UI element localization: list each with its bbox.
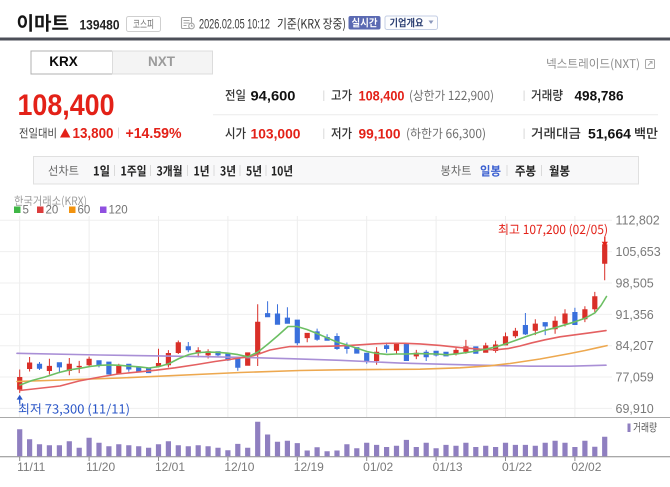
svg-text:01/22: 01/22 [502, 460, 532, 474]
svg-text:KRX: KRX [49, 54, 78, 69]
svg-text:11/11: 11/11 [17, 460, 46, 474]
svg-text:2026.02.05 10:12: 2026.02.05 10:12 [199, 17, 270, 32]
svg-text:12/19: 12/19 [294, 460, 324, 474]
svg-text:139480: 139480 [80, 17, 120, 33]
svg-text:20: 20 [46, 205, 59, 217]
svg-text:120: 120 [109, 205, 128, 217]
svg-text:60: 60 [78, 205, 91, 217]
svg-text:NXT: NXT [148, 54, 176, 69]
svg-text:77,059: 77,059 [616, 370, 654, 384]
svg-text:51,664: 51,664 [588, 126, 631, 142]
svg-text:108,400: 108,400 [359, 88, 405, 104]
svg-text:11/20: 11/20 [86, 460, 115, 474]
svg-text:02/02: 02/02 [571, 460, 601, 474]
svg-text:99,100: 99,100 [359, 126, 401, 142]
svg-text:12/10: 12/10 [224, 460, 254, 474]
svg-text:13,800: 13,800 [73, 126, 114, 142]
svg-text:98,505: 98,505 [616, 276, 654, 290]
svg-text:12/01: 12/01 [155, 460, 185, 474]
svg-text:91,356: 91,356 [616, 308, 654, 322]
svg-text:84,207: 84,207 [616, 339, 654, 353]
svg-text:112,802: 112,802 [616, 214, 660, 228]
svg-text:01/02: 01/02 [363, 460, 393, 474]
svg-text:105,653: 105,653 [616, 245, 661, 259]
svg-text:5: 5 [23, 205, 29, 217]
svg-text:108,400: 108,400 [18, 89, 115, 122]
svg-text:69,910: 69,910 [616, 402, 654, 416]
svg-text:498,786: 498,786 [575, 88, 624, 104]
svg-text:103,000: 103,000 [251, 126, 301, 142]
svg-text:01/13: 01/13 [433, 460, 463, 474]
svg-text:94,600: 94,600 [251, 88, 296, 104]
svg-text:+14.59%: +14.59% [126, 126, 182, 142]
